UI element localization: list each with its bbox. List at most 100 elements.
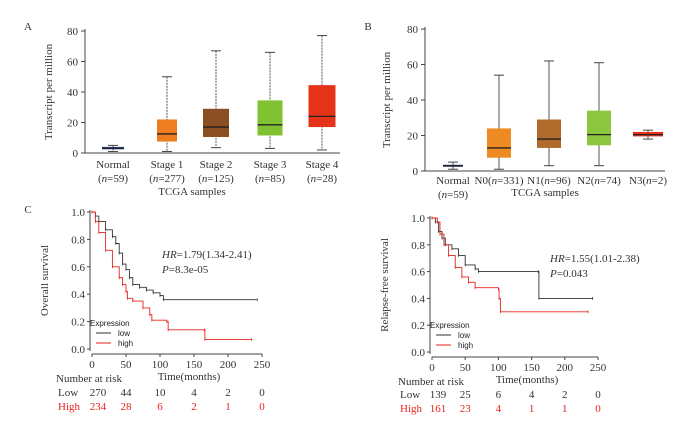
- box: [487, 128, 511, 158]
- y-tick-label: 0.2: [71, 317, 85, 329]
- y-tick-label: 20: [67, 118, 79, 130]
- risk-value: 139: [430, 389, 447, 401]
- category-label: Stage 3: [254, 159, 287, 171]
- y-tick-label: 0.4: [411, 293, 425, 305]
- y-tick-label: 0.0: [411, 347, 425, 359]
- risk-value: 0: [259, 401, 265, 413]
- x-tick-label: 100: [490, 362, 507, 374]
- y-axis-label: Transcript per million: [381, 51, 393, 148]
- y-tick-label: 0: [73, 148, 79, 160]
- x-tick-label: 200: [220, 359, 237, 371]
- x-tick-label: 150: [523, 362, 540, 374]
- risk-value: 0: [259, 387, 265, 399]
- y-tick-label: 40: [407, 95, 419, 107]
- risk-value: 4: [496, 403, 502, 415]
- risk-value: 6: [496, 389, 502, 401]
- risk-value: 0: [595, 403, 601, 415]
- x-axis-label: Time(months): [158, 371, 221, 383]
- category-n-label: (n=277): [149, 173, 185, 185]
- box: [308, 85, 336, 128]
- y-tick-label: 80: [407, 24, 419, 36]
- risk-value: 4: [529, 389, 535, 401]
- y-tick-label: 80: [67, 26, 79, 38]
- box: [257, 100, 283, 136]
- category-n-label: (n=28): [307, 173, 337, 185]
- y-tick-label: 0.4: [71, 289, 85, 301]
- x-tick-label: 250: [254, 359, 271, 371]
- risk-value: 234: [90, 401, 107, 413]
- x-tick-label: 200: [557, 362, 574, 374]
- p-annotation: P=8.3e-05: [161, 264, 209, 276]
- category-label: Stage 2: [200, 159, 233, 171]
- panel-label: A: [24, 21, 32, 33]
- p-annotation: P=0.043: [549, 268, 588, 280]
- y-tick-label: 1.0: [71, 207, 85, 219]
- risk-value: 1: [529, 403, 535, 415]
- y-tick-label: 0: [413, 166, 419, 178]
- panel-label: B: [364, 21, 371, 33]
- risk-value: 6: [157, 401, 163, 413]
- risk-value: 28: [121, 401, 133, 413]
- y-tick-label: 0.6: [411, 267, 425, 279]
- risk-value: 10: [155, 387, 167, 399]
- risk-value: 23: [460, 403, 472, 415]
- risk-value: 25: [460, 389, 472, 401]
- km-curve-low: [432, 217, 593, 299]
- x-tick-label: 50: [121, 359, 133, 371]
- y-tick-label: 40: [67, 87, 79, 99]
- category-label: N0(n=331): [475, 175, 524, 187]
- category-label: N3(n=2): [629, 175, 667, 187]
- y-tick-label: 0.6: [71, 262, 85, 274]
- km-curve-high: [432, 217, 589, 313]
- y-tick-label: 60: [407, 60, 419, 72]
- category-label: Stage 1: [151, 159, 184, 171]
- box: [537, 119, 561, 148]
- box: [203, 108, 229, 137]
- x-axis-label: TCGA samples: [158, 186, 226, 198]
- y-axis-label: Transcript per million: [43, 43, 55, 140]
- x-tick-label: 50: [460, 362, 472, 374]
- category-n-label: (n=125): [198, 173, 234, 185]
- risk-table-title: Number at risk: [56, 373, 122, 385]
- category-label: Stage 4: [306, 159, 339, 171]
- x-tick-label: 0: [89, 359, 95, 371]
- x-tick-label: 0: [429, 362, 435, 374]
- y-tick-label: 0.8: [71, 234, 85, 246]
- y-tick-label: 0.2: [411, 320, 425, 332]
- risk-table-title: Number at risk: [398, 376, 464, 388]
- x-axis-label: TCGA samples: [511, 187, 579, 199]
- y-tick-label: 0.8: [411, 240, 425, 252]
- y-axis-label: Overall survival: [39, 245, 51, 316]
- box: [587, 110, 611, 146]
- risk-value: 44: [121, 387, 133, 399]
- y-tick-label: 20: [407, 131, 419, 143]
- category-n-label: (n=59): [438, 189, 468, 201]
- legend-label: high: [118, 339, 133, 348]
- risk-row-label: Low: [58, 387, 78, 399]
- risk-value: 0: [595, 389, 601, 401]
- legend-title: Expression: [430, 321, 470, 330]
- category-label: N2(n=74): [577, 175, 621, 187]
- risk-value: 2: [191, 401, 197, 413]
- risk-value: 2: [562, 389, 568, 401]
- category-label: N1(n=96): [527, 175, 571, 187]
- risk-value: 1: [225, 401, 231, 413]
- y-axis-label: Relapse-free survival: [379, 238, 391, 332]
- legend-label: low: [118, 329, 130, 338]
- y-tick-label: 0.0: [71, 344, 85, 356]
- x-tick-label: 100: [152, 359, 169, 371]
- risk-value: 2: [225, 387, 231, 399]
- risk-value: 161: [430, 403, 447, 415]
- box: [157, 119, 177, 142]
- legend-label: low: [458, 331, 470, 340]
- category-label: Normal: [436, 175, 470, 187]
- x-tick-label: 250: [590, 362, 607, 374]
- category-n-label: (n=59): [98, 173, 128, 185]
- legend-label: high: [458, 341, 473, 350]
- panel-label: C: [24, 204, 31, 216]
- x-axis-label: Time(months): [496, 374, 559, 386]
- y-tick-label: 1.0: [411, 213, 425, 225]
- risk-value: 270: [90, 387, 107, 399]
